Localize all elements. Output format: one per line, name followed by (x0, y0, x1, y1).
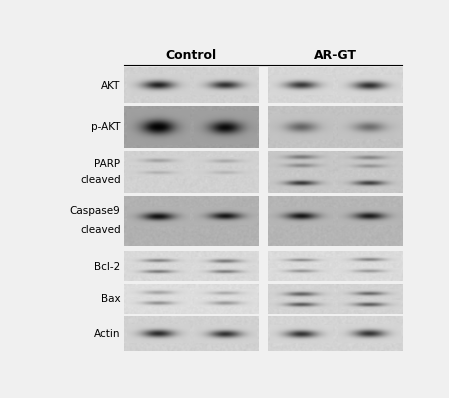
Text: PARP: PARP (94, 159, 120, 169)
Text: AKT: AKT (101, 80, 120, 90)
Text: Bax: Bax (101, 294, 120, 304)
Text: Caspase9: Caspase9 (70, 207, 120, 217)
Text: p-AKT: p-AKT (91, 123, 120, 133)
Text: Bcl-2: Bcl-2 (94, 261, 120, 271)
Text: cleaved: cleaved (80, 175, 120, 185)
Text: Actin: Actin (94, 329, 120, 339)
Text: AR-GT: AR-GT (313, 49, 357, 62)
Text: Control: Control (166, 49, 217, 62)
Text: cleaved: cleaved (80, 225, 120, 235)
